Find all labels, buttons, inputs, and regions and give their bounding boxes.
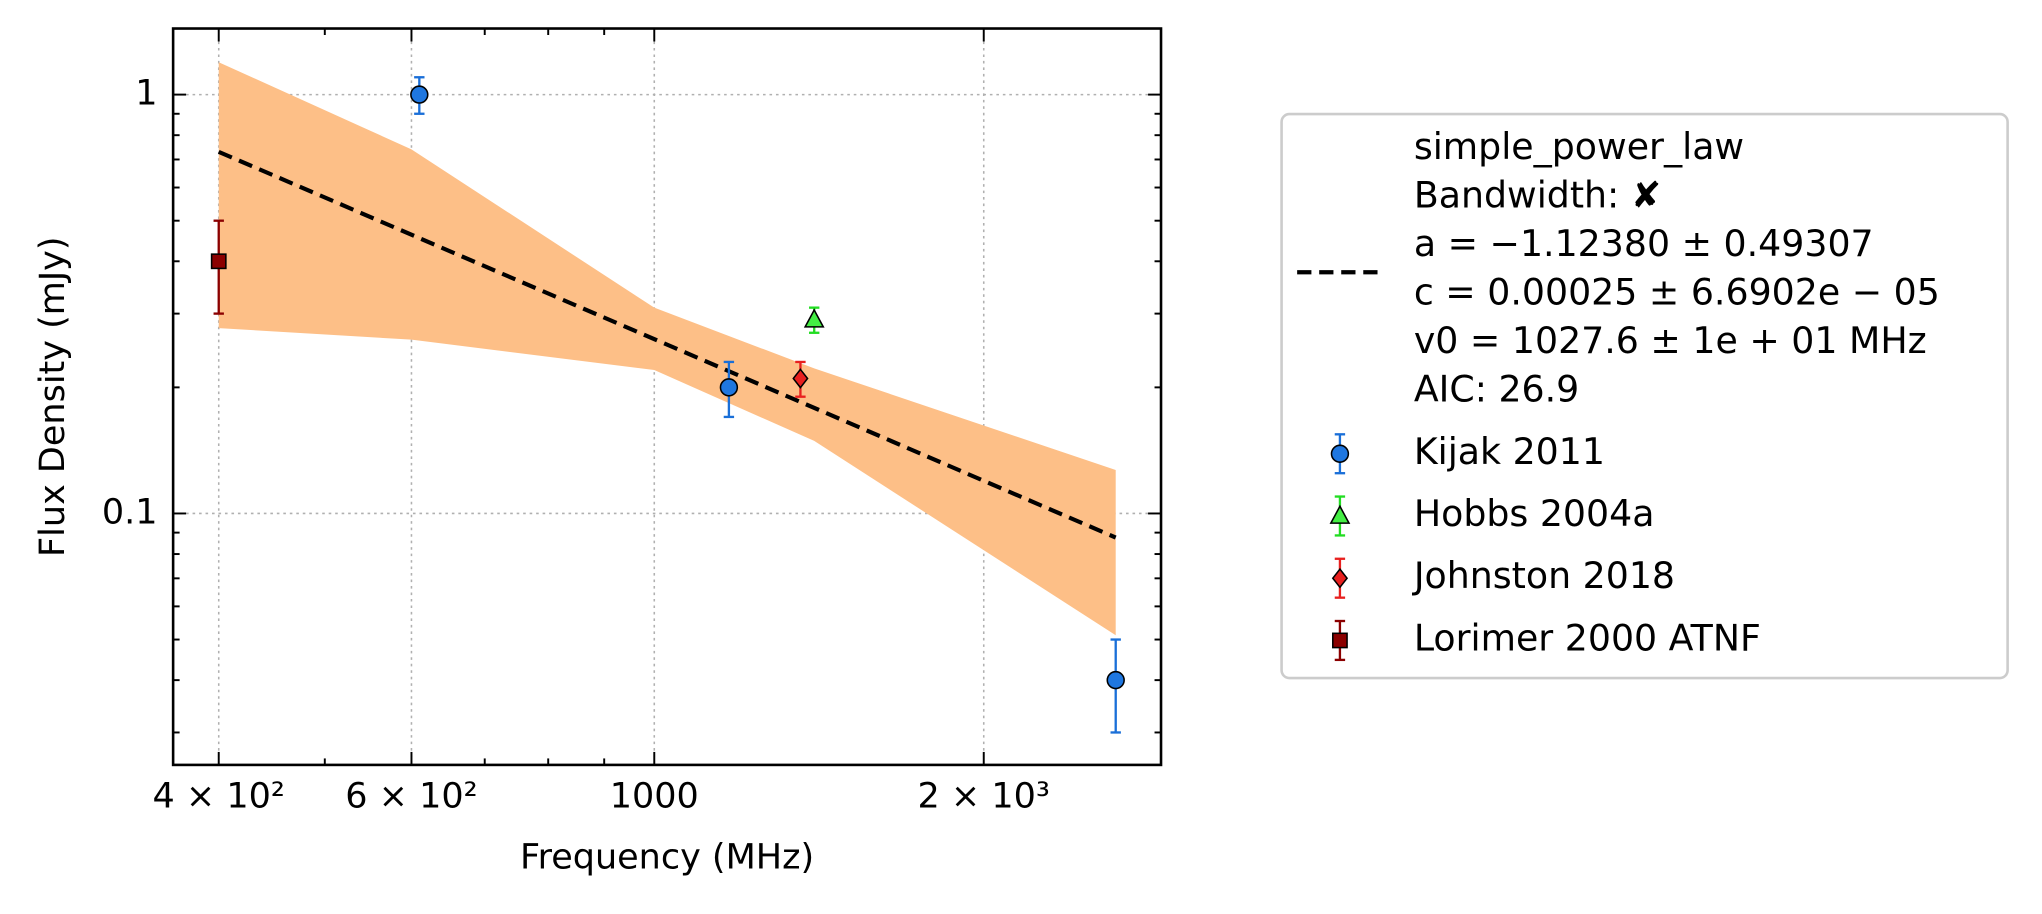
marker	[210, 253, 227, 270]
marker	[1106, 670, 1125, 690]
x-tick-label: 6 × 10²	[345, 776, 477, 816]
legend-label: Kijak 2011	[1414, 430, 1605, 473]
y-tick-label: 1	[135, 74, 157, 114]
y-axis-label: Flux Density (mJy)	[33, 236, 73, 557]
x-tick-label: 2 × 10³	[918, 776, 1050, 816]
y-tick-label: 0.1	[102, 492, 158, 532]
legend-label: simple_power_law	[1414, 125, 1744, 168]
legend-box	[1280, 112, 2009, 680]
legend-marker	[1331, 567, 1349, 589]
x-tick-label: 4 × 10²	[153, 776, 285, 816]
confidence-band	[218, 62, 1116, 636]
x-axis-label: Frequency (MHz)	[520, 837, 814, 877]
legend-label: a = −1.12380 ± 0.49307	[1414, 222, 1874, 265]
legend-label: v0 = 1027.6 ± 1e + 01 MHz	[1414, 319, 1927, 362]
x-tick-label: 1000	[610, 776, 699, 816]
legend-label: Lorimer 2000 ATNF	[1414, 616, 1761, 659]
legend-label: Bandwidth: ✘	[1414, 174, 1661, 217]
marker	[803, 308, 825, 328]
legend-label: Johnston 2018	[1412, 554, 1675, 597]
marker	[792, 368, 809, 389]
legend-label: Hobbs 2004a	[1414, 492, 1655, 535]
plot-frame	[171, 27, 1163, 767]
legend-marker	[1332, 632, 1348, 649]
marker	[410, 85, 429, 104]
legend-marker	[1329, 504, 1351, 524]
legend-marker	[1330, 444, 1350, 463]
legend-label: AIC: 26.9	[1414, 368, 1579, 411]
marker	[719, 378, 739, 397]
legend-label: c = 0.00025 ± 6.6902e − 05	[1414, 271, 1940, 314]
fit-line	[217, 149, 1117, 540]
